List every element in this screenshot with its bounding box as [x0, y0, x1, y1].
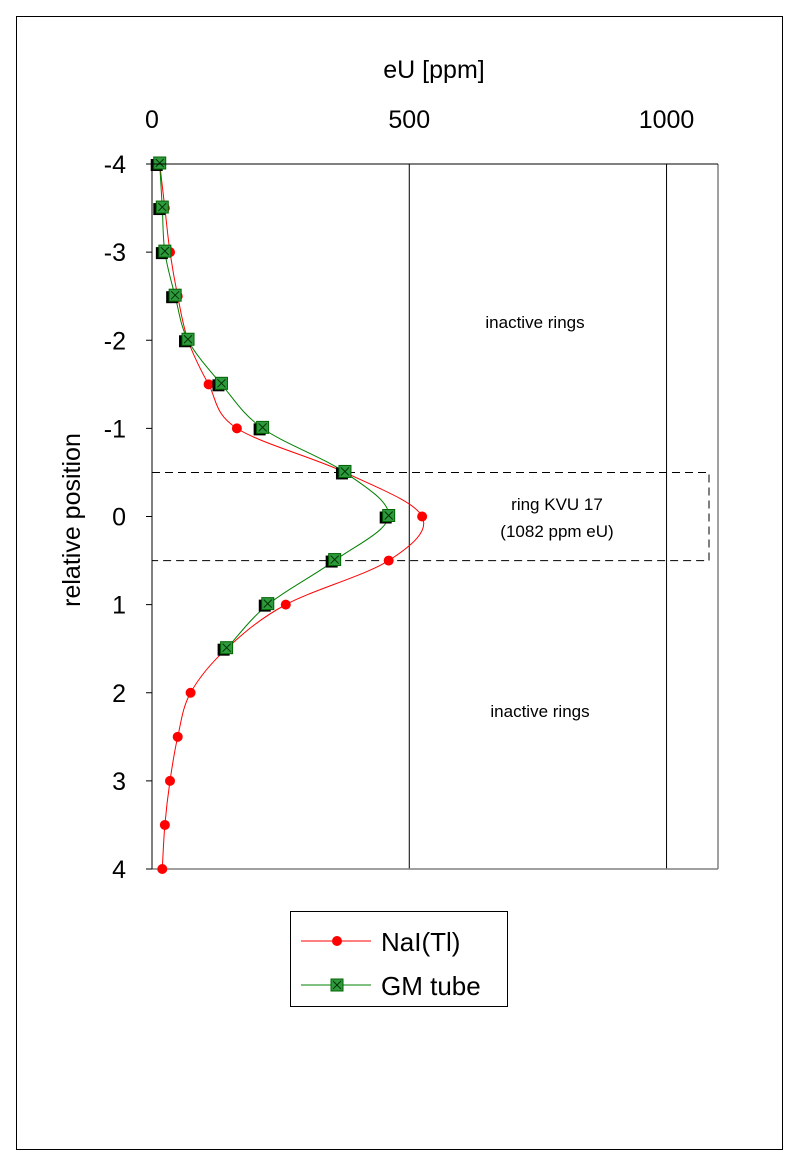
marker-cross: [160, 246, 170, 256]
marker-cross: [217, 378, 226, 388]
data-point-nai: [417, 511, 428, 522]
marker-cross: [330, 555, 340, 564]
data-point-gm: [335, 464, 352, 480]
data-point-gm: [258, 597, 275, 612]
legend-item-gm: GM tube: [291, 964, 507, 1004]
data-point-nai: [203, 379, 214, 390]
y-tick-label: 0: [112, 504, 126, 532]
marker-cross: [170, 290, 180, 300]
data-point-nai: [157, 864, 168, 874]
x-axis-title: eU [ppm]: [383, 56, 484, 84]
legend-label-gm: GM tube: [381, 971, 481, 1001]
series-layer: [150, 156, 428, 874]
marker-cross: [157, 202, 167, 212]
annotation-ring-name: ring KVU 17: [511, 495, 603, 514]
y-tick-label: 1: [112, 592, 126, 620]
legend-label-nai: NaI(Tl): [381, 927, 461, 957]
data-point-gm: [217, 641, 234, 656]
legend: NaI(Tl) GM tube: [290, 911, 508, 1007]
data-point-gm: [153, 200, 169, 216]
highlight-band: [152, 471, 710, 562]
y-axis-title: relative position: [58, 433, 86, 607]
legend-marker-circle-icon: [301, 936, 371, 946]
y-tick-label: -4: [104, 151, 126, 179]
data-point-gm: [166, 288, 182, 304]
marker-cross: [340, 467, 350, 476]
x-tick-label: 500: [388, 106, 430, 134]
annotation-inactive-rings-top: inactive rings: [485, 313, 584, 332]
marker-cross: [258, 423, 267, 432]
y-tick-label: 3: [112, 768, 126, 796]
data-point-nai: [165, 775, 176, 786]
data-point-gm: [150, 156, 167, 171]
data-point-gm: [379, 509, 396, 524]
marker-cross: [263, 599, 273, 608]
y-tick-label: 2: [112, 680, 126, 708]
data-point-gm: [155, 244, 172, 260]
data-point-nai: [159, 819, 170, 830]
legend-marker-square-icon: [301, 978, 371, 992]
data-point-gm: [325, 553, 342, 568]
highlight-band-outline: [152, 471, 710, 562]
data-point-nai: [185, 687, 196, 698]
figure-frame: [16, 16, 783, 1150]
data-point-nai: [280, 599, 291, 610]
data-point-gm: [179, 332, 195, 348]
marker-cross: [183, 334, 193, 344]
marker-cross: [222, 643, 231, 653]
data-point-nai: [231, 423, 242, 434]
annotation-ring-value: (1082 ppm eU): [500, 522, 613, 541]
y-tick-label: -2: [104, 327, 126, 355]
y-tick-label: -3: [104, 239, 126, 267]
legend-item-nai: NaI(Tl): [291, 920, 507, 960]
grid-layer: [152, 164, 719, 870]
y-tick-label: -1: [104, 415, 126, 443]
x-tick-label: 0: [145, 106, 159, 134]
data-point-nai: [172, 731, 183, 742]
data-point-nai: [383, 555, 394, 566]
data-point-gm: [212, 376, 228, 392]
annotation-inactive-rings-bottom: inactive rings: [490, 702, 589, 721]
data-point-gm: [253, 420, 270, 436]
y-tick-label: 4: [112, 856, 126, 884]
axis-layer: 0 500 1000 -4 -3 -2 -1 0 1 2 3 4: [104, 106, 718, 884]
x-tick-label: 1000: [639, 106, 695, 134]
marker-cross: [384, 511, 394, 520]
marker-cross: [155, 158, 165, 168]
